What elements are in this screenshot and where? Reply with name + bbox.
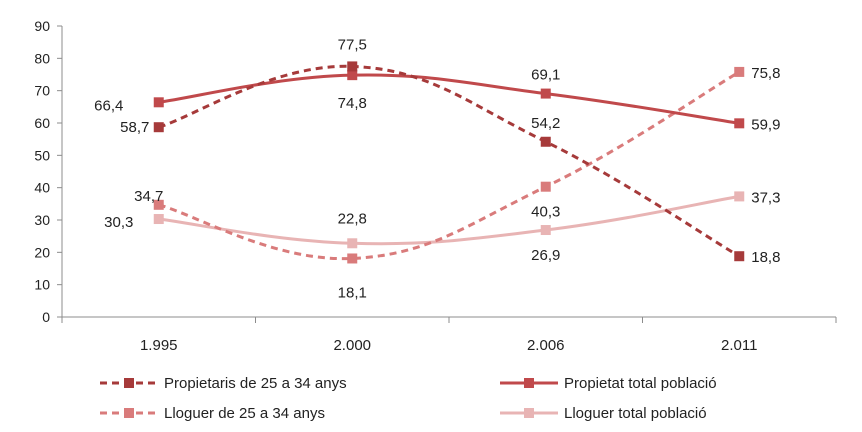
data-label: 77,5 (338, 36, 367, 53)
data-point-marker (153, 199, 164, 210)
legend-marker (524, 378, 534, 388)
data-label: 74,8 (338, 95, 367, 112)
legend-item: Lloguer de 25 a 34 anys (100, 405, 325, 422)
data-point-marker (540, 88, 551, 99)
data-point-marker (540, 225, 551, 236)
legend-label: Propietaris de 25 a 34 anys (164, 375, 347, 392)
legend-label: Lloguer de 25 a 34 anys (164, 405, 325, 422)
data-point-marker (347, 253, 358, 264)
y-tick-label: 80 (34, 50, 50, 66)
legend-item: Propietat total població (500, 375, 717, 392)
y-tick-label: 0 (42, 309, 50, 325)
legend-item: Lloguer total població (500, 405, 707, 422)
series-line (158, 64, 741, 258)
data-point-marker (347, 61, 358, 72)
data-label: 75,8 (751, 65, 780, 82)
y-tick-label: 10 (34, 277, 50, 293)
data-point-marker (734, 66, 745, 77)
data-label: 54,2 (531, 115, 560, 132)
data-label: 30,3 (104, 214, 133, 231)
data-label: 37,3 (751, 189, 780, 206)
data-label: 69,1 (531, 67, 560, 84)
x-tick-label: 2.006 (527, 337, 565, 354)
data-point-marker (347, 238, 358, 249)
data-label: 40,3 (531, 204, 560, 221)
legend-marker (524, 408, 534, 418)
data-point-marker (540, 136, 551, 147)
legend-item: Propietaris de 25 a 34 anys (100, 375, 347, 392)
series-line (158, 73, 740, 125)
legend-marker (124, 378, 134, 388)
data-point-marker (153, 214, 164, 225)
data-label: 18,8 (751, 249, 780, 266)
x-tick-label: 1.995 (140, 337, 178, 354)
data-label: 66,4 (94, 97, 123, 114)
y-tick-label: 70 (34, 83, 50, 99)
x-tick-label: 2.011 (721, 337, 757, 354)
data-label: 59,9 (751, 116, 780, 133)
data-point-marker (734, 251, 745, 262)
data-label: 18,1 (338, 284, 367, 301)
y-tick-label: 30 (34, 212, 50, 228)
data-label: 34,7 (134, 188, 163, 205)
series-line (158, 70, 741, 261)
data-label: 58,7 (120, 119, 149, 136)
legend-marker (124, 408, 134, 418)
chart-series (153, 61, 745, 264)
y-tick-label: 60 (34, 115, 50, 131)
data-point-marker (734, 191, 745, 202)
y-tick-label: 40 (34, 180, 50, 196)
data-label: 22,8 (338, 210, 367, 227)
data-point-marker (347, 70, 358, 81)
data-point-marker (734, 118, 745, 129)
y-tick-label: 20 (34, 244, 50, 260)
data-labels: 58,7 77,5 54,2 18,8 66,4 74,8 69,1 59,9 34,7 18,1… (94, 36, 780, 301)
data-label: 26,9 (531, 247, 560, 264)
legend-label: Lloguer total població (564, 405, 707, 422)
series-line (158, 194, 740, 246)
data-point-marker (540, 181, 551, 192)
y-tick-label: 90 (34, 18, 50, 34)
chart-axes: 0 10 20 30 40 50 60 70 80 90 1.995 2.000 2.006 2.011 (34, 18, 837, 354)
data-point-marker (153, 122, 164, 133)
y-tick-label: 50 (34, 147, 50, 163)
data-point-marker (153, 97, 164, 108)
legend-label: Propietat total població (564, 375, 717, 392)
chart-legend: Propietaris de 25 a 34 anys Propietat tot… (100, 375, 717, 422)
x-tick-label: 2.000 (333, 337, 371, 354)
